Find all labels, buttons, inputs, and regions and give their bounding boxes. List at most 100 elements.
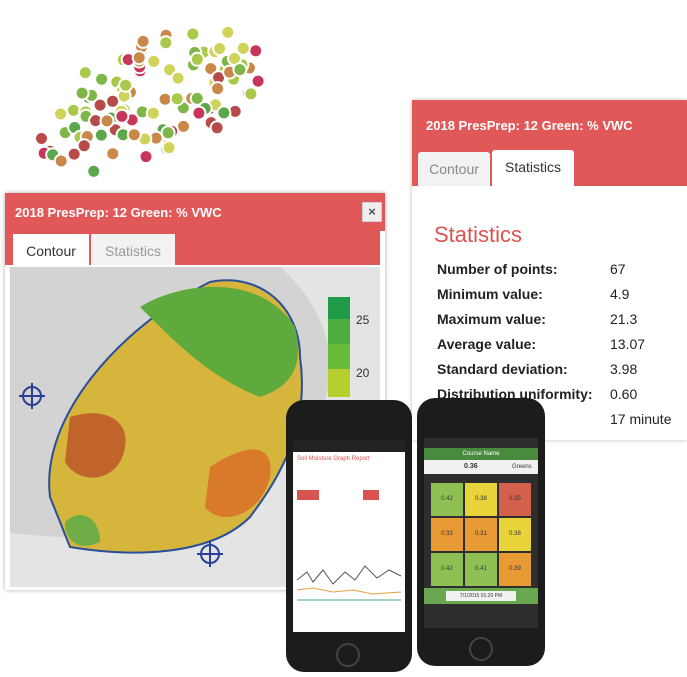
sensor-dot: [92, 97, 108, 113]
stat-label: Maximum value:: [437, 311, 546, 327]
sensor-dot: [145, 105, 161, 121]
legend-swatch: [328, 369, 350, 397]
sensor-dot: [220, 24, 236, 40]
legend-label: 25: [356, 313, 370, 327]
sensor-dot: [53, 153, 69, 169]
sensor-dot: [105, 146, 121, 162]
stat-value: 4.9: [610, 286, 630, 302]
contour-zone: [205, 449, 271, 517]
sensor-dot: [235, 40, 251, 56]
legend-label: 20: [356, 366, 370, 380]
phone: Soil Moisture Graph Report: [286, 400, 412, 672]
line-graph: [296, 565, 402, 601]
stat-value: 21.3: [610, 311, 638, 327]
sensor-dot: [34, 131, 49, 146]
stat-value: 67: [610, 261, 626, 277]
sensor-dot: [191, 105, 207, 121]
sensor-dots: [34, 24, 266, 179]
sensor-dot: [209, 120, 225, 136]
sensor-dot: [126, 127, 142, 143]
legend-swatch: [328, 297, 350, 319]
sensor-dot: [185, 26, 201, 42]
sensor-dot: [210, 81, 226, 97]
stat-value: 3.98: [610, 361, 638, 377]
sensor-dot: [135, 33, 151, 49]
sensor-dot: [53, 106, 69, 122]
stat-label: Average value:: [437, 336, 537, 352]
screen-title: Course Name: [424, 448, 538, 460]
sensor-dot: [118, 77, 134, 93]
sensor-dot: [232, 62, 248, 78]
sensor-dot: [161, 140, 177, 156]
phone-screen: Soil Moisture Graph Report: [293, 440, 405, 632]
panel-title: 2018 PresPrep: 12 Green: % VWC: [5, 193, 385, 231]
sensor-dot: [76, 138, 92, 154]
contour-zone: [140, 286, 299, 397]
tab[interactable]: Statistics: [492, 150, 574, 186]
sensor-dot: [93, 127, 109, 143]
crosshair: [197, 541, 223, 567]
screen-title: Soil Moisture Graph Report: [297, 456, 370, 462]
sensor-dot: [169, 91, 185, 107]
close-button[interactable]: ×: [362, 202, 382, 222]
sensor-dot: [170, 70, 186, 86]
sensor-dot: [94, 71, 110, 87]
panel-title: 2018 PresPrep: 12 Green: % VWC: [412, 100, 687, 150]
grid-cell[interactable]: 0.38: [499, 518, 531, 551]
toolbar: [424, 460, 538, 474]
stat-value: 0.60: [610, 386, 638, 402]
sensor-dot: [160, 125, 176, 141]
button[interactable]: [363, 490, 379, 500]
sensor-dot: [105, 93, 121, 109]
sensor-dot: [250, 73, 266, 89]
grid-cell[interactable]: 0.38: [465, 483, 497, 516]
button[interactable]: [297, 490, 319, 500]
sensor-dot: [158, 35, 174, 51]
sensor-dot: [86, 163, 102, 179]
legend-swatch: [328, 319, 350, 344]
value: 0.36: [464, 463, 478, 470]
grid-cell[interactable]: 0.39: [499, 553, 531, 586]
grid-cell[interactable]: 0.42: [431, 553, 463, 586]
heading: Statistics: [434, 222, 523, 247]
tab[interactable]: Statistics: [91, 234, 175, 265]
phone: Course Name 0.36 Greens 0.42 0.38 0.35 0.33…: [417, 398, 545, 666]
status-bar: [293, 440, 405, 452]
sensor-dot: [189, 90, 205, 106]
contour-zone: [65, 413, 126, 478]
sensor-dot: [212, 41, 228, 57]
sensor-dot: [99, 113, 115, 129]
stat-label: Minimum value:: [437, 286, 543, 302]
grid-cell[interactable]: 0.35: [499, 483, 531, 516]
sensor-dot: [114, 108, 130, 124]
sensor-dot: [131, 50, 147, 66]
contour-zone: [65, 514, 100, 546]
date: 7/1/2015 01:20 PM: [446, 591, 516, 601]
sensor-dot: [189, 51, 205, 67]
sensor-dot: [146, 53, 162, 69]
stat-label: Number of points:: [437, 261, 558, 277]
legend-swatch: [328, 344, 350, 369]
sensor-dot: [138, 149, 154, 165]
crosshair: [19, 383, 45, 409]
grid-cell[interactable]: 0.42: [431, 483, 463, 516]
home-button[interactable]: [469, 637, 493, 661]
sensor-dot: [216, 105, 232, 121]
sensor-dot: [243, 86, 259, 102]
grid-cell[interactable]: 0.33: [431, 518, 463, 551]
sensor-dot: [66, 146, 82, 162]
value-grid: 0.42 0.38 0.35 0.33 0.31 0.38 0.42 0.41 0.39: [431, 483, 531, 588]
sensor-dot: [157, 91, 173, 107]
sensor-dot: [66, 102, 81, 118]
home-button[interactable]: [336, 643, 360, 667]
grid-cell[interactable]: 0.41: [465, 553, 497, 586]
stat-value: 17 minute: [610, 411, 672, 427]
selector[interactable]: Greens: [512, 464, 532, 470]
tab[interactable]: Contour: [418, 152, 490, 186]
stat-label: Standard deviation:: [437, 361, 568, 377]
sensor-dot: [77, 65, 93, 81]
grid-cell[interactable]: 0.31: [465, 518, 497, 551]
sensor-dot: [248, 43, 264, 59]
tab[interactable]: Contour: [13, 234, 89, 265]
